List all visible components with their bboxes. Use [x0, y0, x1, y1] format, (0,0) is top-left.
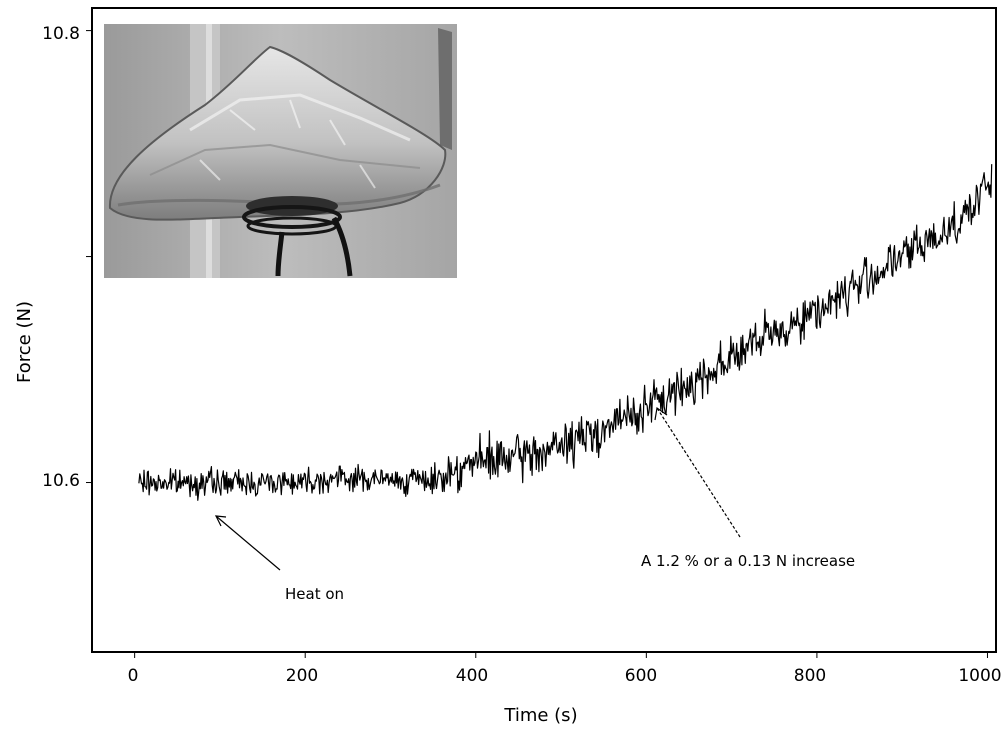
x-tick-label: 200 [286, 666, 318, 686]
x-tick-label: 800 [794, 666, 826, 686]
x-tick-label: 0 [128, 666, 139, 686]
x-axis-label: Time (s) [503, 705, 577, 726]
x-tick-label: 1000 [958, 666, 1001, 686]
annotation-heat-on: Heat on [214, 515, 344, 603]
x-axis-ticks [134, 652, 988, 658]
force-series-line [138, 164, 993, 501]
annotation-heat-on-label: Heat on [285, 585, 344, 603]
x-tick-label: 400 [456, 666, 488, 686]
y-axis-label: Force (N) [14, 301, 35, 383]
inset-photo [104, 24, 457, 278]
y-axis-ticks [86, 30, 92, 484]
x-tick-label: 600 [625, 666, 657, 686]
annotation-increase: A 1.2 % or a 0.13 N increase [641, 406, 855, 570]
y-tick-label: 10.6 [42, 471, 80, 491]
annotation-increase-label: A 1.2 % or a 0.13 N increase [641, 552, 855, 570]
y-tick-label: 10.8 [42, 24, 80, 44]
plot-frame [91, 7, 997, 653]
